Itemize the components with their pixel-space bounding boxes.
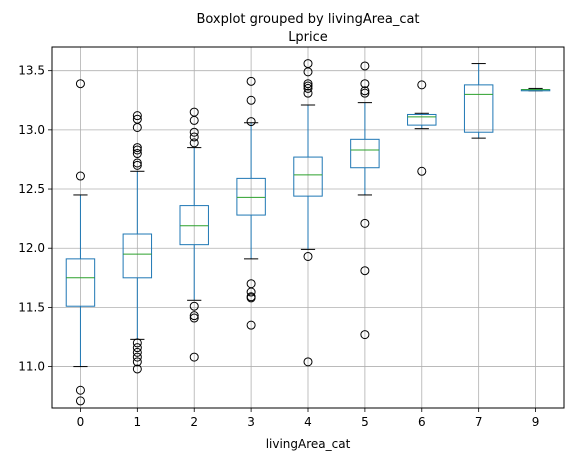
y-tick-label: 12.5 (18, 182, 45, 196)
y-tick-label: 13.0 (18, 123, 45, 137)
y-tick-label: 11.0 (18, 360, 45, 374)
x-tick-label: 7 (475, 415, 483, 429)
x-tick-label: 1 (134, 415, 142, 429)
x-tick-label: 4 (304, 415, 312, 429)
axis-layer: 11.0 11.5 12.0 12.5 13.0 13.5 0 1 2 3 4 5 6 7 9 (18, 64, 539, 429)
y-tick-label: 13.5 (18, 64, 45, 78)
x-tick-label: 9 (532, 415, 540, 429)
x-tick-label: 5 (361, 415, 369, 429)
x-tick-label: 0 (77, 415, 85, 429)
x-tick-label: 2 (190, 415, 198, 429)
box-group (521, 88, 549, 90)
x-tick-label: 6 (418, 415, 426, 429)
y-tick-label: 12.0 (18, 241, 45, 255)
chart-title: Boxplot grouped by livingArea_cat (196, 12, 419, 27)
x-tick-label: 3 (247, 415, 255, 429)
chart-subtitle: Lprice (288, 30, 328, 45)
x-axis-label: livingArea_cat (266, 437, 351, 451)
y-tick-label: 11.5 (18, 300, 45, 314)
